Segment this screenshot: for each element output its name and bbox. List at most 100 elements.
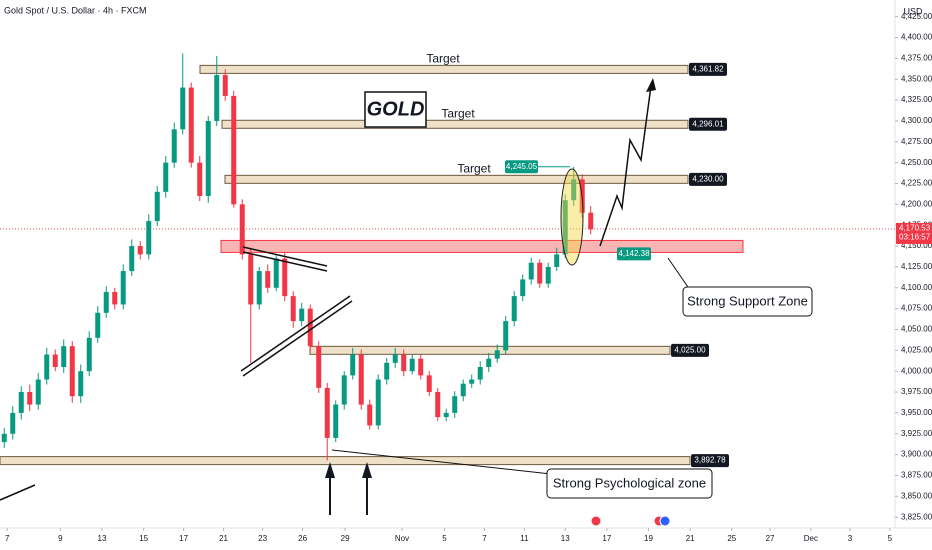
candle-body: [18, 392, 24, 413]
candle-body: [418, 358, 424, 376]
y-tick-label: 4,225.00: [901, 179, 932, 188]
candle-body: [435, 392, 441, 418]
y-tick-label: 3,975.00: [901, 387, 932, 396]
y-tick-label: 4,025.00: [901, 345, 932, 354]
candle-body: [69, 346, 75, 397]
x-tick-label: 26: [298, 534, 307, 543]
level-zone: [0, 456, 691, 466]
candle-body: [477, 367, 483, 380]
x-tick-label: Dec: [804, 534, 818, 543]
candle-body: [171, 129, 177, 163]
y-tick-label: 4,350.00: [901, 74, 932, 83]
candle-body: [78, 371, 84, 397]
level-zone: [199, 64, 689, 74]
countdown-label: 03:16:57: [899, 233, 931, 242]
candle-body: [528, 262, 534, 280]
level-label: 4,230.00: [692, 174, 724, 183]
y-tick-label: 3,875.00: [901, 471, 932, 480]
last-price-label: 4,170.53: [899, 224, 931, 233]
level-label: 4,361.82: [692, 64, 724, 73]
candle-body: [44, 354, 50, 380]
candle-body: [265, 271, 271, 288]
x-tick-label: 23: [258, 534, 267, 543]
candle-body: [222, 75, 228, 96]
candle-body: [95, 312, 101, 338]
candle-body: [146, 221, 152, 255]
up-arrow-head: [325, 462, 335, 478]
trendline: [242, 251, 328, 272]
candle-body: [239, 204, 245, 255]
level-label: 4,296.01: [692, 119, 724, 128]
trendline: [0, 484, 36, 501]
candle-body: [256, 271, 262, 305]
x-tick-label: 21: [219, 534, 228, 543]
candle-body: [188, 87, 194, 163]
x-tick-label: Nov: [395, 534, 409, 543]
candle-body: [10, 412, 16, 434]
support-label-bg: [617, 247, 651, 261]
up-arrow-head: [362, 462, 372, 478]
candle-body: [494, 350, 500, 359]
candle-body: [486, 358, 492, 368]
candle-body: [384, 362, 390, 380]
candle-body: [163, 162, 169, 192]
candle-body: [316, 346, 322, 388]
y-tick-label: 3,950.00: [901, 408, 932, 417]
y-tick-label: 4,125.00: [901, 262, 932, 271]
level-zone: [309, 345, 671, 355]
support-label: 4,142.38: [618, 249, 650, 258]
candle-body: [443, 412, 449, 418]
x-tick-label: 29: [341, 534, 350, 543]
y-tick-label: 3,850.00: [901, 491, 932, 500]
y-tick-label: 4,400.00: [901, 33, 932, 42]
candle-body: [248, 254, 254, 305]
x-tick-label: 13: [98, 534, 107, 543]
level-zone: [224, 174, 689, 184]
candle-body: [341, 375, 347, 405]
high-label-bg: [505, 160, 538, 174]
candle-body: [299, 308, 305, 322]
y-tick-label: 3,925.00: [901, 429, 932, 438]
callout-box: [546, 468, 713, 499]
candle-body: [103, 291, 109, 313]
y-tick-label: 4,300.00: [901, 116, 932, 125]
trendline: [242, 300, 353, 377]
candle-body: [120, 271, 126, 305]
projection-arrowhead: [646, 78, 656, 92]
currency-label: USD: [903, 6, 923, 16]
x-tick-label: 19: [644, 534, 653, 543]
level-zone: [221, 119, 689, 129]
candle-body: [197, 162, 203, 197]
callout-text: Strong Support Zone: [687, 293, 808, 308]
candle-body: [214, 75, 220, 121]
x-tick-label: 3: [848, 534, 853, 543]
x-tick-label: 17: [179, 534, 188, 543]
callout-text: Strong Psychological zone: [553, 475, 706, 490]
candle-body: [554, 254, 560, 267]
y-tick-label: 4,375.00: [901, 53, 932, 62]
candle-body: [1, 433, 7, 443]
candle-body: [137, 246, 143, 255]
x-tick-label: 15: [139, 534, 148, 543]
trendline: [242, 246, 328, 267]
callout-line: [667, 257, 691, 291]
support-zone: [220, 239, 744, 253]
level-label-bg: [671, 343, 709, 357]
candle-body: [545, 266, 551, 284]
chart-title: GOLD: [367, 98, 425, 120]
candle-body: [571, 179, 577, 201]
y-tick-label: 4,000.00: [901, 366, 932, 375]
drawings: GOLD Strong Support Zone Strong Psycholo…: [0, 78, 813, 527]
x-tick-label: 7: [482, 534, 487, 543]
candle-body: [503, 321, 509, 351]
candle-body: [469, 379, 475, 384]
candle-body: [61, 346, 67, 368]
y-tick-label: 4,100.00: [901, 283, 932, 292]
x-tick-label: 11: [520, 534, 529, 543]
x-tick-label: 9: [58, 534, 63, 543]
x-tick-label: 21: [686, 534, 695, 543]
target-label: Target: [441, 106, 475, 120]
highlight-ellipse: [560, 168, 584, 266]
